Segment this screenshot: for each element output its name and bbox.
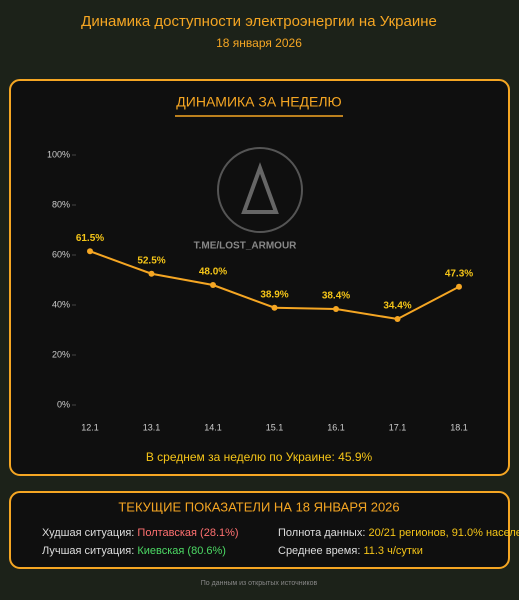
point — [271, 304, 278, 311]
chart-panel — [9, 79, 510, 476]
point — [210, 282, 216, 288]
best-row: Лучшая ситуация: Киевская (80.6%) — [42, 545, 226, 557]
coverage-value: 20/21 регионов, 91.0% населения — [368, 527, 519, 539]
summary-title: ТЕКУЩИЕ ПОКАЗАТЕЛИ НА 18 ЯНВАРЯ 2026 — [118, 499, 399, 514]
data-label: 47.3% — [445, 268, 473, 279]
y-tick-label: 20% — [52, 349, 70, 359]
chart-title: ДИНАМИКА ЗА НЕДЕЛЮ — [176, 94, 341, 110]
worst-row: Худшая ситуация: Полтавская (28.1%) — [42, 527, 239, 539]
x-tick-label: 15.1 — [266, 422, 284, 432]
coverage-row: Полнота данных: 20/21 регионов, 91.0% на… — [278, 527, 519, 539]
point — [333, 306, 339, 312]
y-tick-label: 100% — [47, 149, 70, 159]
time-row: Среднее время: 11.3 ч/сутки — [278, 545, 423, 557]
data-label: 38.9% — [260, 289, 288, 300]
coverage-label: Полнота данных: — [278, 527, 368, 539]
watermark-logo — [217, 147, 303, 233]
x-tick-label: 12.1 — [81, 422, 99, 432]
best-label: Лучшая ситуация: — [42, 545, 137, 557]
page-subtitle: 18 января 2026 — [216, 36, 302, 50]
data-label: 34.4% — [383, 301, 411, 312]
data-label: 61.5% — [76, 233, 104, 244]
y-tick-label: 40% — [52, 299, 70, 309]
point — [87, 248, 93, 255]
y-tick-label: 60% — [52, 249, 70, 259]
point — [394, 316, 401, 322]
point — [456, 283, 462, 290]
x-tick-label: 17.1 — [389, 422, 407, 432]
x-tick-label: 18.1 — [450, 422, 468, 432]
data-label: 52.5% — [137, 255, 165, 266]
summary-panel — [9, 491, 510, 569]
footer: По данным из открытых источников — [201, 580, 318, 587]
y-tick-label: 0% — [57, 399, 70, 409]
x-tick-label: 13.1 — [143, 422, 161, 432]
average-annotation: В среднем за неделю по Украине: 45.9% — [146, 450, 373, 464]
time-label: Среднее время: — [278, 545, 363, 557]
point — [148, 270, 155, 277]
worst-label: Худшая ситуация: — [42, 527, 137, 539]
x-tick-label: 14.1 — [204, 422, 222, 432]
data-label: 38.4% — [322, 291, 350, 302]
worst-value: Полтавская (28.1%) — [137, 527, 238, 539]
data-label: 48.0% — [199, 267, 227, 278]
x-tick-label: 16.1 — [327, 422, 345, 432]
watermark-logo — [241, 162, 279, 214]
best-value: Киевская (80.6%) — [137, 545, 226, 557]
page-title: Динамика доступности электроэнергии на У… — [81, 13, 437, 30]
time-value: 11.3 ч/сутки — [363, 545, 422, 557]
y-tick-label: 80% — [52, 199, 70, 209]
watermark: T.ME/LOST_ARMOUR — [194, 241, 298, 252]
